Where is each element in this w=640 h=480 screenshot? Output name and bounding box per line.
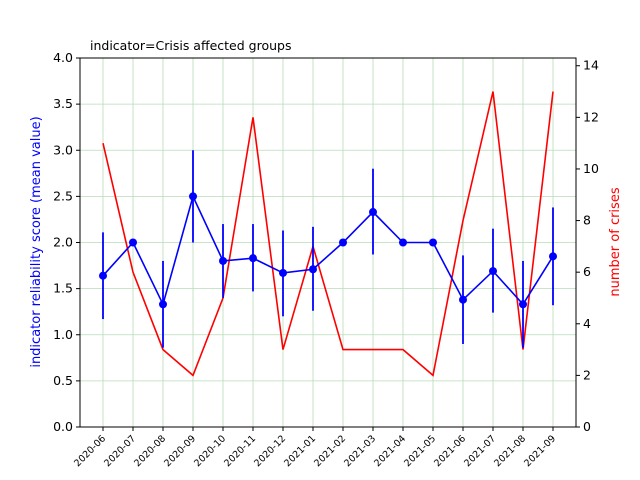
x-tick-label: 2020-09: [162, 433, 198, 469]
left-tick-label: 4.0: [53, 50, 73, 65]
reliability-point: [249, 254, 257, 263]
right-tick-label: 2: [583, 367, 591, 382]
left-y-axis: 0.0 0.5 1.0 1.5 2.0 2.5 3.0 3.5 4.0: [53, 50, 80, 434]
reliability-point: [279, 268, 287, 277]
crises-line: [102, 91, 554, 377]
right-tick-label: 10: [583, 161, 599, 176]
x-tick-label: 2021-05: [402, 433, 438, 469]
left-axis-label: indicator reliability score (mean value): [29, 116, 44, 367]
right-tick-label: 14: [583, 58, 599, 73]
reliability-point: [429, 238, 437, 247]
x-tick-label: 2021-09: [522, 433, 558, 469]
x-tick-label: 2020-07: [102, 433, 138, 469]
x-tick-label: 2021-04: [372, 433, 408, 469]
reliability-point: [309, 265, 317, 274]
x-tick-label: 2020-08: [132, 433, 168, 469]
x-tick-label: 2021-06: [432, 433, 468, 469]
x-tick-label: 2020-06: [72, 433, 108, 469]
x-tick-label: 2021-01: [282, 433, 318, 469]
left-tick-label: 2.0: [53, 235, 73, 250]
right-tick-label: 8: [583, 213, 591, 228]
left-tick-label: 3.5: [53, 96, 73, 111]
x-tick-label: 2021-08: [492, 433, 528, 469]
x-tick-label: 2021-02: [312, 433, 348, 469]
series-reliability-score: [99, 150, 557, 348]
reliability-point: [399, 238, 407, 247]
left-tick-label: 3.0: [53, 142, 73, 157]
left-tick-label: 0.0: [53, 419, 73, 434]
x-tick-label: 2021-07: [462, 433, 498, 469]
reliability-point: [189, 192, 197, 201]
right-tick-label: 4: [583, 316, 591, 331]
left-tick-label: 0.5: [53, 373, 73, 388]
reliability-point: [159, 300, 167, 309]
reliability-point: [549, 252, 557, 261]
right-y-axis: 0 2 4 6 8 10 12 14: [576, 58, 599, 434]
x-tick-label: 2020-11: [222, 433, 258, 469]
left-tick-label: 1.5: [53, 281, 73, 296]
reliability-point: [519, 300, 527, 309]
grid: [80, 57, 576, 428]
reliability-point: [339, 238, 347, 247]
reliability-point: [459, 295, 467, 304]
left-tick-label: 1.0: [53, 327, 73, 342]
x-axis: 2020-062020-072020-082020-092020-102020-…: [72, 427, 558, 469]
chart-title: indicator=Crisis affected groups: [90, 38, 291, 53]
reliability-line: [102, 194, 554, 307]
reliability-point: [369, 208, 377, 217]
right-axis-label: number of crises: [608, 187, 623, 296]
right-tick-label: 0: [583, 419, 591, 434]
x-tick-label: 2020-12: [252, 433, 288, 469]
series-number-of-crises: [102, 91, 554, 377]
left-tick-label: 2.5: [53, 188, 73, 203]
reliability-point: [129, 238, 137, 247]
reliability-point: [489, 267, 497, 276]
right-tick-label: 12: [583, 109, 599, 124]
reliability-point: [219, 256, 227, 265]
right-tick-label: 6: [583, 264, 591, 279]
x-tick-label: 2020-10: [192, 433, 228, 469]
reliability-point: [99, 271, 107, 280]
x-tick-label: 2021-03: [342, 433, 378, 469]
